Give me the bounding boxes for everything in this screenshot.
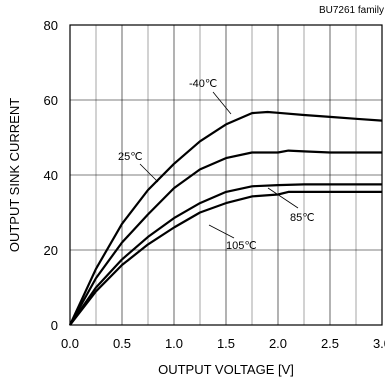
x-tick-label: 0.5	[113, 336, 131, 351]
y-tick-label: 0	[51, 318, 58, 333]
annotation-label: -40℃	[189, 78, 217, 90]
y-tick-label: 60	[44, 93, 58, 108]
x-tick-label: 2.0	[269, 336, 287, 351]
x-tick-label: 1.5	[217, 336, 235, 351]
series-lines	[69, 110, 383, 326]
annotation-leader	[208, 224, 235, 239]
annotation-label: 25℃	[118, 151, 143, 163]
axis-ticks: 0.0 0.5 1.0 1.5 2.0 2.5 3.0 0 20 40 60 80	[44, 18, 385, 351]
series-line-3	[69, 183, 382, 326]
chart-title: BU7261 family	[319, 5, 384, 16]
y-tick-label: 20	[44, 243, 58, 258]
annotation-leader	[267, 187, 299, 209]
y-axis-label: OUTPUT SINK CURRENT	[7, 98, 22, 252]
x-tick-label: 3.0	[373, 336, 385, 351]
x-axis-label: OUTPUT VOLTAGE [V]	[158, 362, 294, 377]
series-line-4	[69, 190, 382, 326]
series-line-2	[69, 149, 382, 326]
annotation-label: 105℃	[226, 240, 257, 252]
y-tick-label: 40	[44, 168, 58, 183]
annotation-leader	[139, 163, 159, 183]
y-tick-label: 80	[44, 18, 58, 33]
x-tick-label: 0.0	[61, 336, 79, 351]
series-line-1	[69, 110, 383, 326]
x-tick-label: 1.0	[165, 336, 183, 351]
annotation-label: 85℃	[290, 212, 315, 224]
grid	[70, 25, 382, 325]
x-tick-label: 2.5	[321, 336, 339, 351]
plot-frame	[69, 24, 383, 326]
series-annotations: -40℃ 25℃ 85℃ 105℃	[118, 78, 315, 252]
annotation-leader	[212, 91, 232, 115]
